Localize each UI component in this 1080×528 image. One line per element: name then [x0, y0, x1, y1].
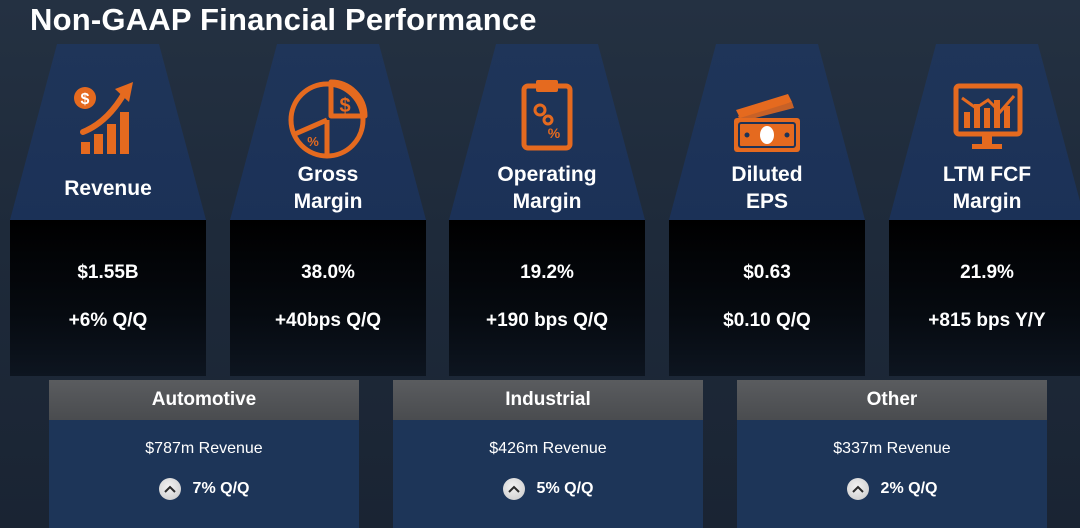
metric-value: 38.0%	[301, 262, 355, 283]
metric-value: $1.55B	[77, 262, 139, 283]
page-title: Non-GAAP Financial Performance	[30, 2, 537, 37]
segment-growth-row: 2% Q/Q	[737, 478, 1047, 500]
metric-value: 21.9%	[960, 262, 1014, 283]
metric-card-gross-margin: $ % Gross Margin 38.0% +40bps Q/Q	[230, 44, 426, 376]
metric-card-diluted-eps: Diluted EPS $0.63 $0.10 Q/Q	[669, 44, 865, 376]
metric-body: 19.2% +190 bps Q/Q	[449, 220, 645, 376]
pie-chart-icon: $ %	[283, 72, 373, 162]
segment-body: $426m Revenue 5% Q/Q	[393, 420, 703, 528]
segment-revenue: $426m Revenue	[489, 440, 607, 457]
segment-revenue: $787m Revenue	[145, 440, 263, 457]
metric-body: $1.55B +6% Q/Q	[10, 220, 206, 376]
chevron-up-icon	[846, 478, 869, 500]
segment-growth-row: 7% Q/Q	[49, 478, 359, 500]
monitor-chart-icon	[942, 72, 1032, 162]
segment-body: $337m Revenue 2% Q/Q	[737, 420, 1047, 528]
metric-change: $0.10 Q/Q	[723, 310, 811, 331]
metric-change: +6% Q/Q	[68, 310, 148, 331]
revenue-growth-icon: $	[63, 72, 153, 162]
svg-text:%: %	[307, 134, 319, 149]
metric-change: +815 bps Y/Y	[928, 310, 1046, 331]
svg-text:$: $	[339, 95, 350, 117]
chevron-up-icon	[158, 478, 181, 500]
svg-text:%: %	[548, 125, 561, 141]
segment-title: Other	[737, 380, 1047, 420]
segment-other: Other $337m Revenue 2% Q/Q	[737, 380, 1047, 528]
metric-label: Gross Margin	[293, 163, 363, 213]
metric-body: $0.63 $0.10 Q/Q	[669, 220, 865, 376]
metric-card-ltm-fcf-margin: LTM FCF Margin 21.9% +815 bps Y/Y	[889, 44, 1080, 376]
metric-label: Diluted EPS	[731, 163, 803, 213]
metric-card-revenue: $ Revenue $1.55B +6% Q/Q	[10, 44, 206, 376]
segment-growth: 5% Q/Q	[536, 480, 594, 497]
segment-body: $787m Revenue 7% Q/Q	[49, 420, 359, 528]
segment-title: Automotive	[49, 380, 359, 420]
metric-value: 19.2%	[520, 262, 574, 283]
clipboard-percent-icon: %	[502, 72, 592, 162]
metric-value: $0.63	[743, 262, 791, 283]
segment-revenue: $337m Revenue	[833, 440, 951, 457]
metric-card-operating-margin: % Operating Margin 19.2% +190 bps Q/Q	[449, 44, 645, 376]
metric-label: Revenue	[64, 176, 152, 200]
svg-text:$: $	[81, 91, 90, 108]
chevron-up-icon	[502, 478, 525, 500]
metric-body: 38.0% +40bps Q/Q	[230, 220, 426, 376]
segment-growth-row: 5% Q/Q	[393, 478, 703, 500]
segment-growth: 7% Q/Q	[192, 480, 250, 497]
segment-title: Industrial	[393, 380, 703, 420]
metric-body: 21.9% +815 bps Y/Y	[889, 220, 1080, 376]
metric-change: +40bps Q/Q	[274, 310, 382, 331]
metric-label: LTM FCF Margin	[942, 163, 1032, 213]
segment-growth: 2% Q/Q	[880, 480, 938, 497]
segment-industrial: Industrial $426m Revenue 5% Q/Q	[393, 380, 703, 528]
metric-change: +190 bps Q/Q	[486, 310, 608, 331]
segment-automotive: Automotive $787m Revenue 7% Q/Q	[49, 380, 359, 528]
metric-label: Operating Margin	[497, 163, 597, 213]
cash-icon	[722, 72, 812, 162]
